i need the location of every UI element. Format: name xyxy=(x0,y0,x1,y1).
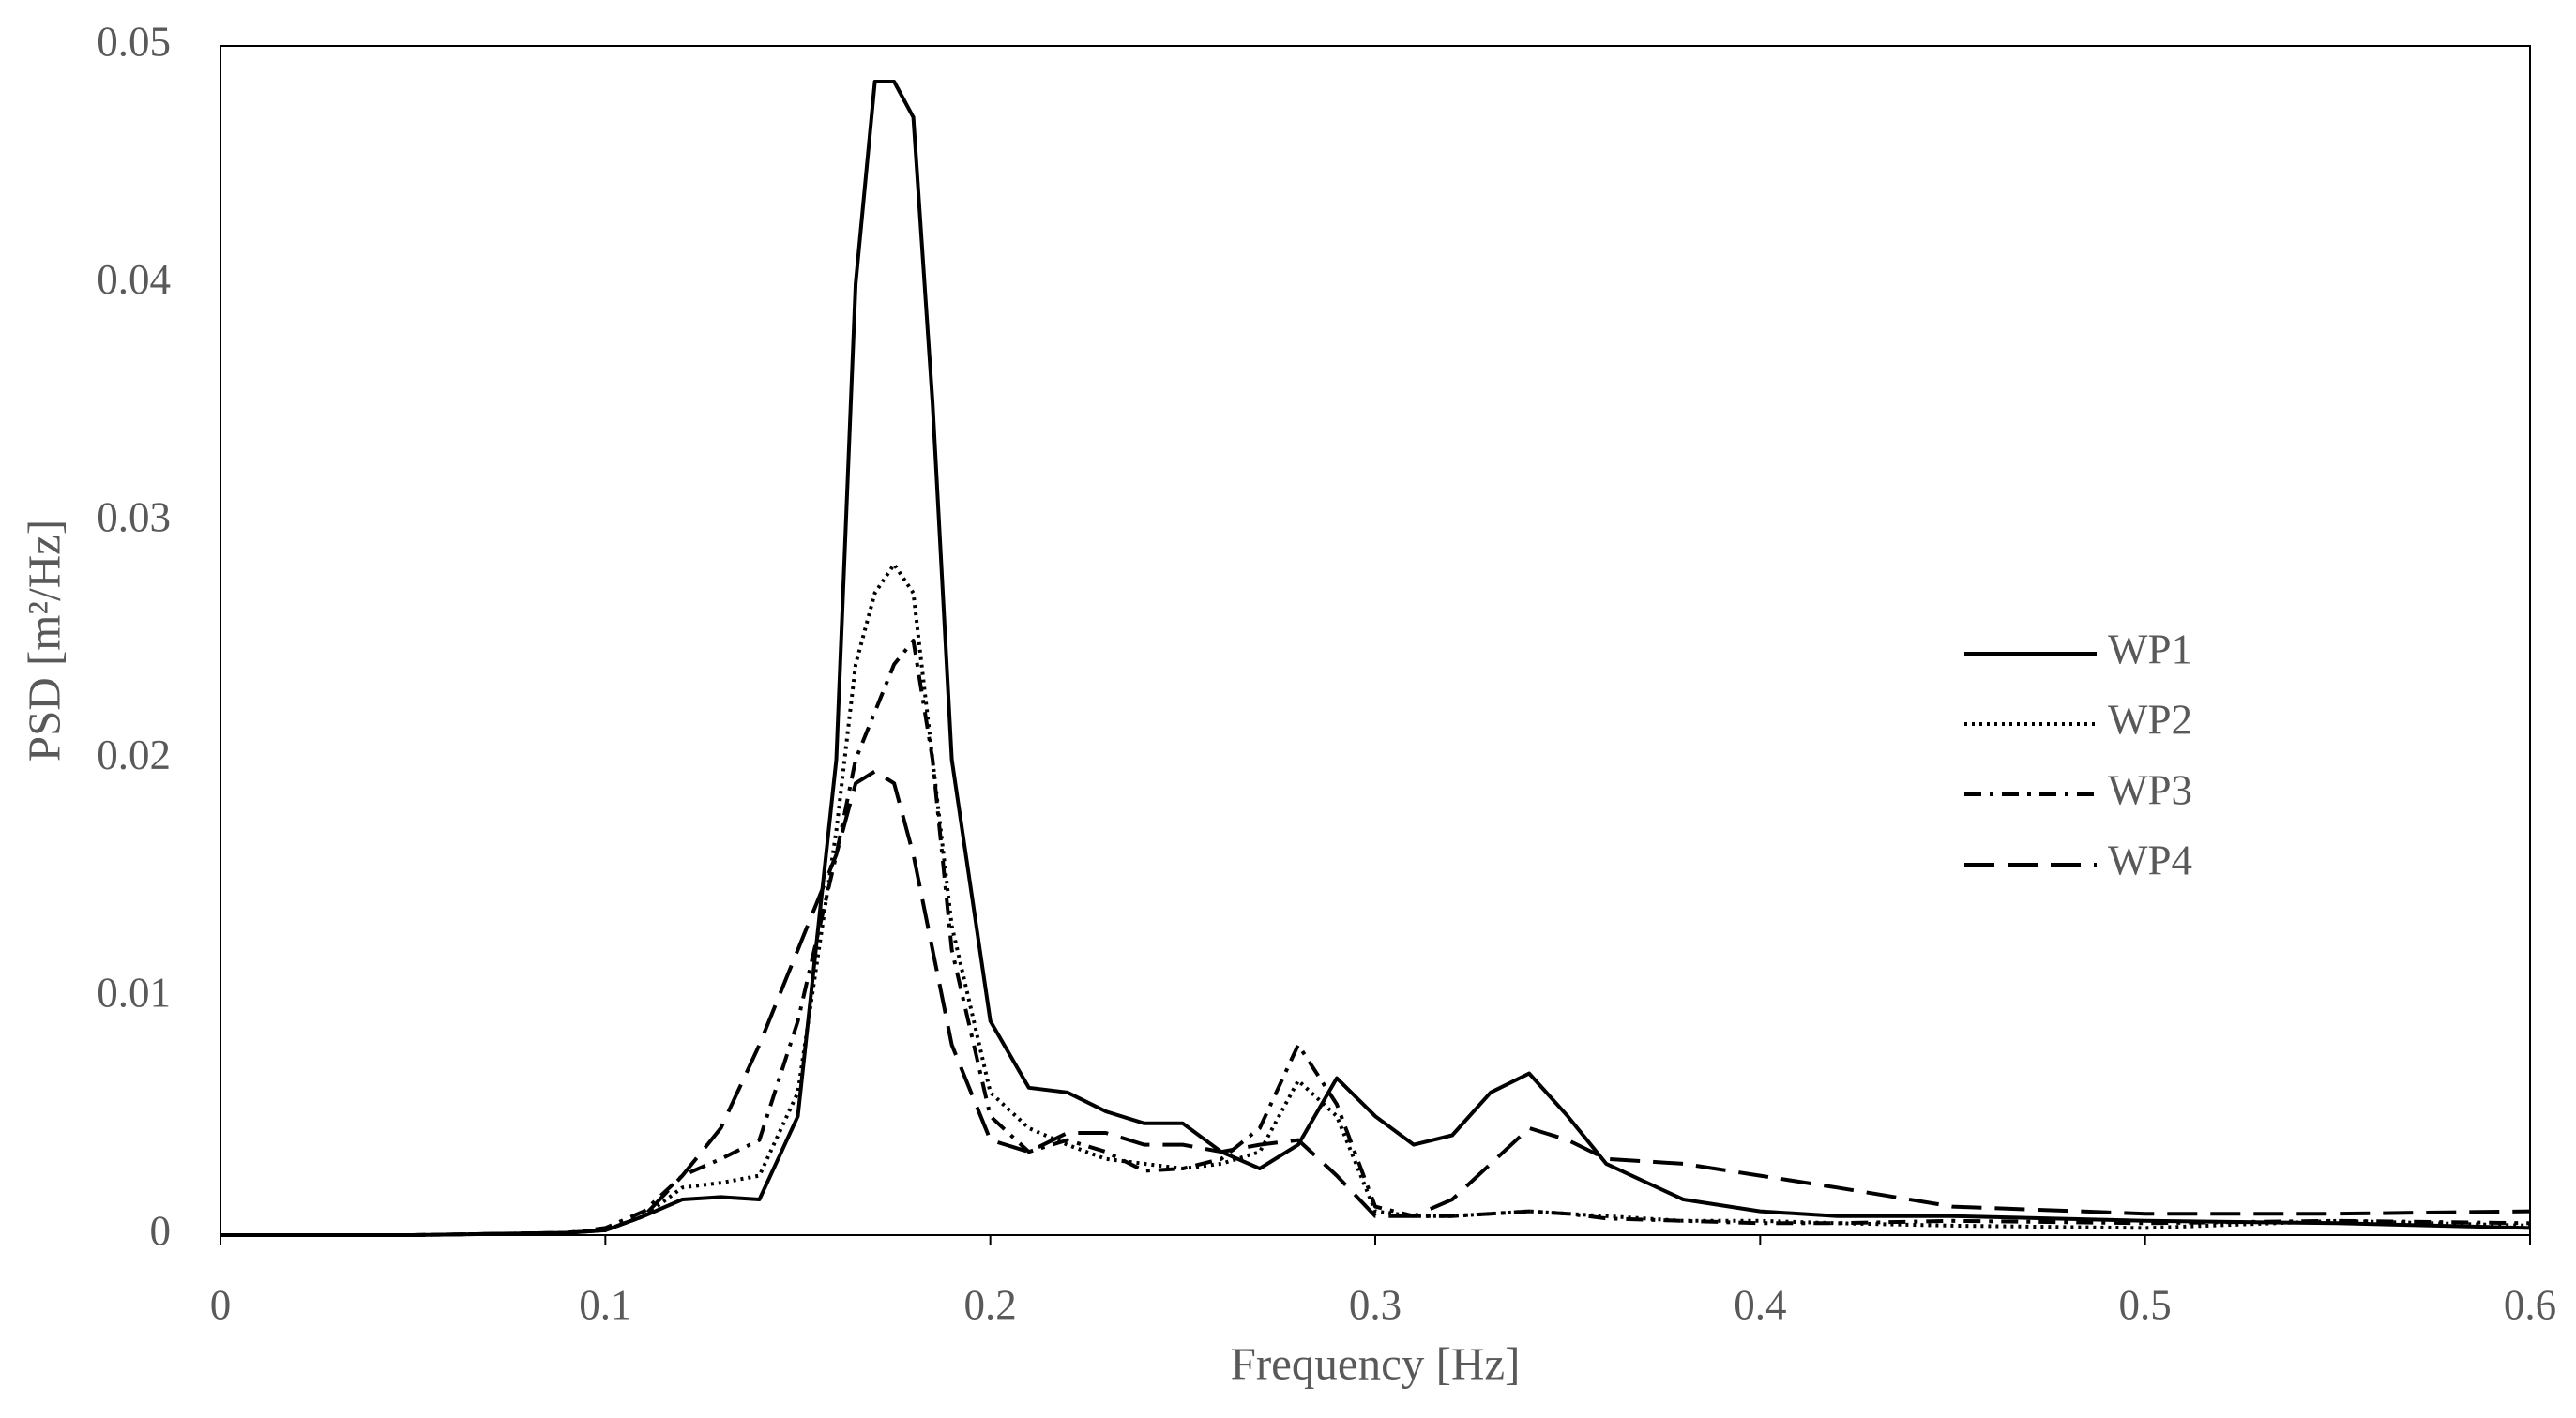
legend-label: WP3 xyxy=(2108,766,2192,813)
legend-label: WP4 xyxy=(2108,837,2192,883)
y-tick-label: 0.05 xyxy=(97,18,171,65)
x-axis-title: Frequency [Hz] xyxy=(1231,1337,1521,1389)
series-line xyxy=(220,562,2531,1237)
y-tick-label: 0.01 xyxy=(97,970,171,1017)
y-tick-label: 0 xyxy=(150,1207,172,1254)
x-tick-label: 0.1 xyxy=(579,1281,631,1328)
legend-label: WP1 xyxy=(2108,626,2192,672)
y-axis-title: PSD [m²/Hz] xyxy=(18,520,69,762)
x-tick-label: 0.4 xyxy=(1734,1281,1786,1328)
y-tick-label: 0.03 xyxy=(97,494,171,541)
x-tick-label: 0.2 xyxy=(964,1281,1017,1328)
series-line xyxy=(220,80,2531,1237)
x-tick-label: 0.6 xyxy=(2504,1281,2556,1328)
y-tick-label: 0.04 xyxy=(97,256,171,303)
x-tick-label: 0.3 xyxy=(1349,1281,1402,1328)
legend-label: WP2 xyxy=(2108,696,2192,743)
series-line xyxy=(220,769,2531,1237)
x-tick-label: 0 xyxy=(210,1281,232,1328)
series-line xyxy=(220,639,2531,1237)
x-tick-label: 0.5 xyxy=(2119,1281,2172,1328)
y-tick-label: 0.02 xyxy=(97,732,171,778)
